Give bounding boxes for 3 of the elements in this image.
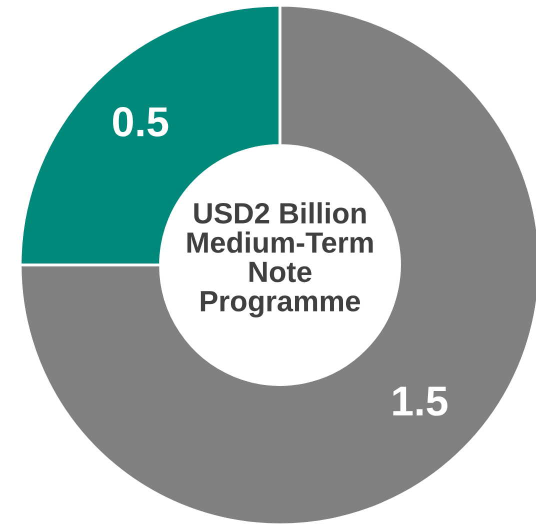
data-label: 0.5: [113, 107, 168, 137]
text: USD2 Billion Medium-Term Note Programme: [187, 202, 373, 318]
data-label: 1.5: [393, 386, 448, 416]
